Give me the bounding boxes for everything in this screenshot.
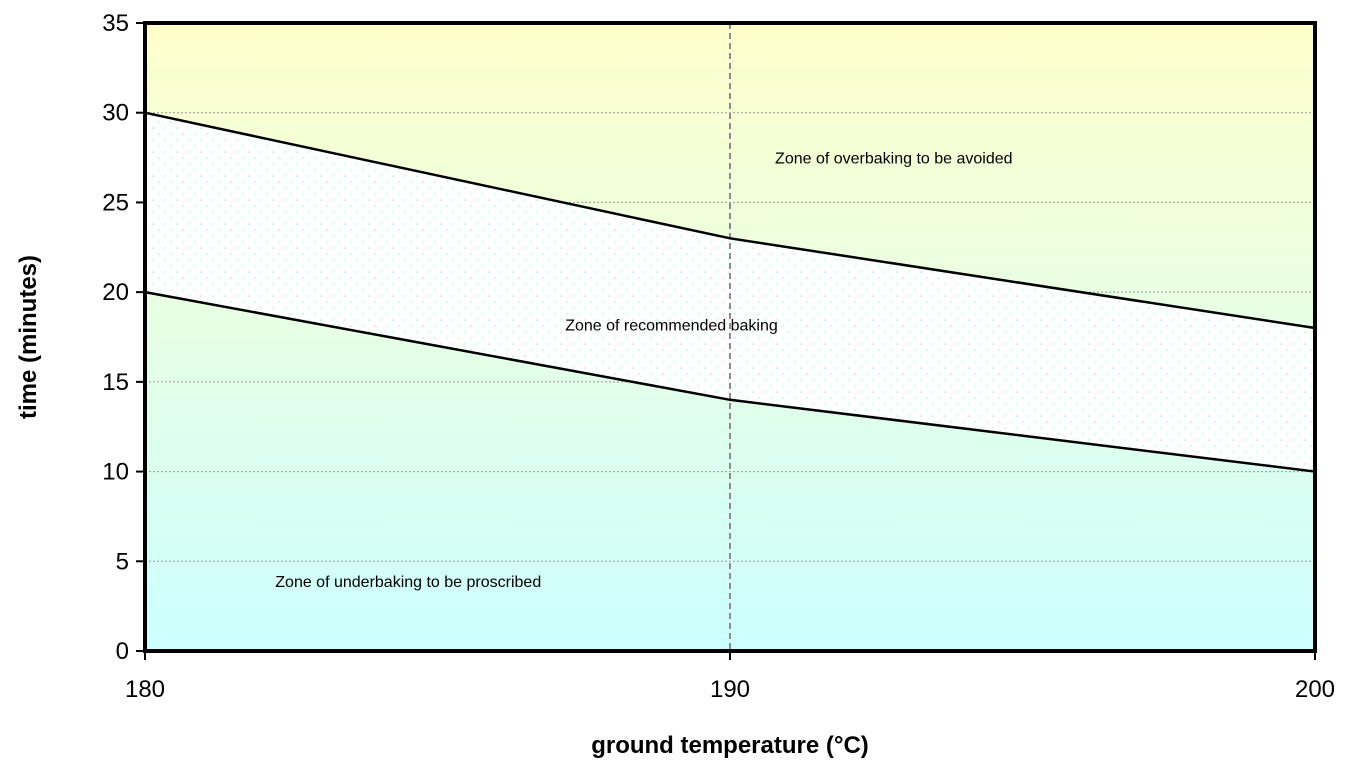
y-tick-label-10: 10	[102, 459, 129, 486]
y-tick-label-15: 15	[102, 369, 129, 396]
upper-bound-line	[144, 111, 1316, 330]
y-tick-label-20: 20	[102, 279, 129, 306]
y-tick-label-35: 35	[102, 10, 129, 37]
y-axis-ticks: 0 5 10 15 20 25 30 35	[102, 10, 145, 665]
y-tick-label-25: 25	[102, 189, 129, 216]
x-tick-label-190: 190	[710, 676, 750, 703]
y-tick-label-5: 5	[116, 548, 129, 575]
recommended-baking-zone	[145, 112, 1315, 472]
x-axis-title: ground temperature (°C)	[591, 732, 869, 759]
x-tick-label-200: 200	[1295, 676, 1335, 703]
x-tick-label-180: 180	[125, 676, 165, 703]
x-axis-ticks: 180 190 200	[125, 651, 1335, 703]
zone-label-2: Zone of underbaking to be proscribed	[275, 574, 541, 591]
lower-bound-line	[144, 290, 1316, 473]
y-tick-label-0: 0	[116, 638, 129, 665]
zone-label-0: Zone of overbaking to be avoided	[775, 151, 1013, 168]
y-tick-label-30: 30	[102, 100, 129, 127]
zone-labels: Zone of overbaking to be avoided Zone of …	[275, 151, 1012, 591]
zone-label-1: Zone of recommended baking	[565, 317, 778, 334]
y-axis-title: time (minutes)	[15, 255, 42, 419]
